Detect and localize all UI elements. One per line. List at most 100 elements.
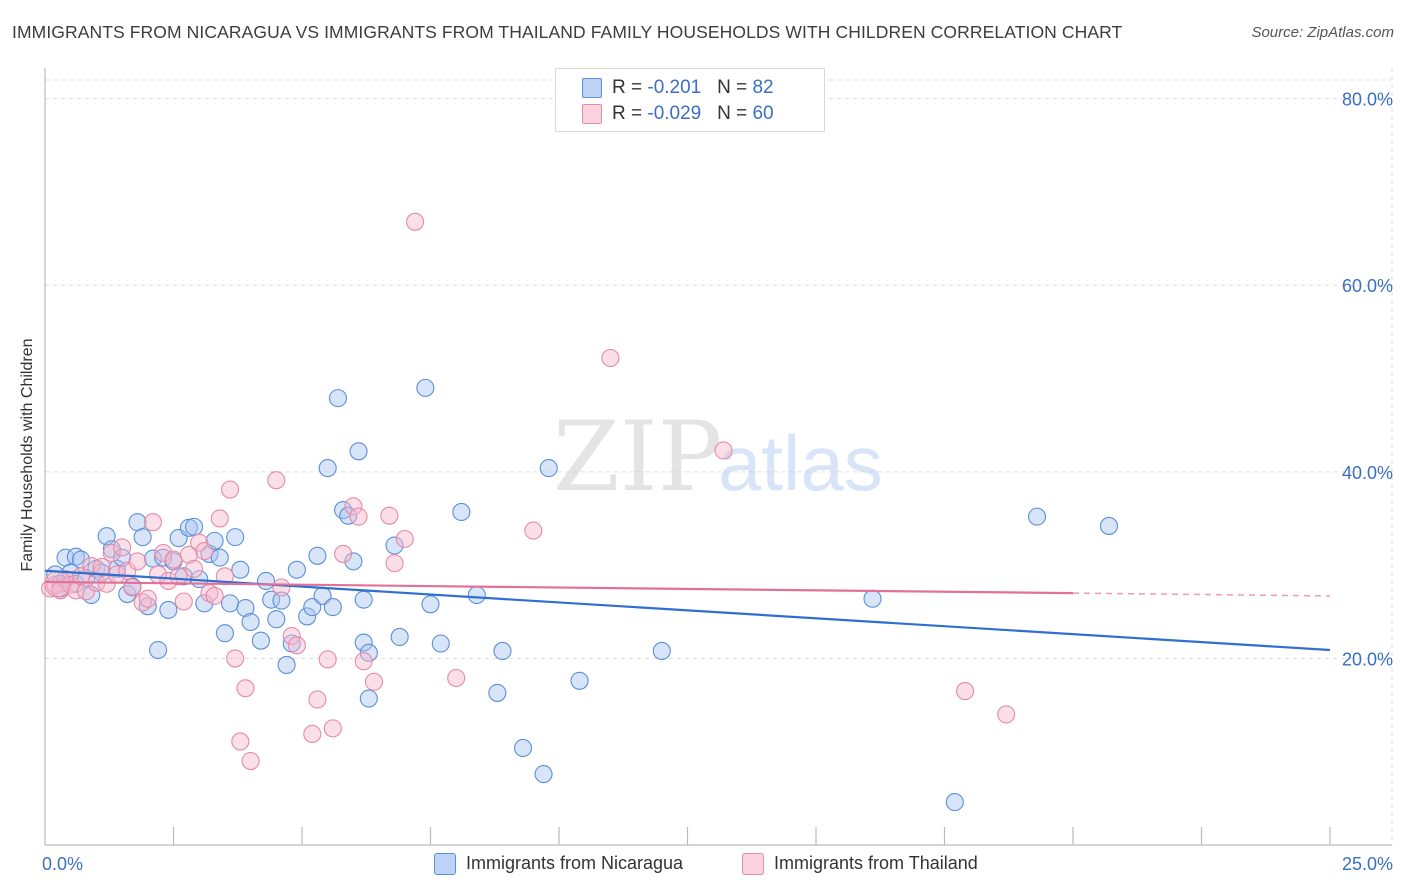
data-point-nicaragua bbox=[359, 689, 378, 708]
data-point-thailand bbox=[128, 552, 147, 571]
data-point-thailand bbox=[236, 679, 255, 698]
data-point-nicaragua bbox=[262, 590, 281, 609]
watermark: ZIP atlas bbox=[553, 401, 883, 513]
data-point-nicaragua bbox=[303, 598, 322, 617]
gridlines bbox=[45, 68, 1393, 845]
legend-swatch-pink bbox=[742, 853, 764, 875]
data-point-nicaragua bbox=[236, 598, 255, 618]
data-point-nicaragua bbox=[344, 552, 363, 571]
y-tick-label: 80.0% bbox=[1342, 90, 1393, 110]
x-tick-label: 25.0% bbox=[1342, 854, 1393, 874]
data-point-thailand bbox=[380, 506, 399, 525]
data-point-thailand bbox=[179, 545, 198, 564]
data-point-thailand bbox=[601, 348, 620, 368]
data-point-nicaragua bbox=[195, 594, 214, 613]
data-point-nicaragua bbox=[493, 641, 512, 661]
data-point-nicaragua bbox=[277, 655, 296, 674]
n-value: 60 bbox=[752, 103, 774, 124]
data-point-nicaragua bbox=[267, 610, 286, 629]
data-point-nicaragua bbox=[354, 633, 373, 652]
data-point-thailand bbox=[344, 497, 363, 516]
y-tick-label: 40.0% bbox=[1342, 463, 1393, 483]
data-point-nicaragua bbox=[416, 378, 435, 397]
data-point-nicaragua bbox=[251, 631, 270, 650]
data-point-thailand bbox=[308, 690, 327, 709]
data-point-nicaragua bbox=[652, 641, 671, 661]
data-point-nicaragua bbox=[945, 793, 964, 812]
data-point-nicaragua bbox=[534, 765, 553, 784]
data-point-nicaragua bbox=[328, 389, 348, 408]
r-label: R = bbox=[612, 103, 648, 124]
watermark-atlas: atlas bbox=[718, 419, 883, 507]
n-label: N = bbox=[717, 77, 753, 98]
legend-swatch-pink bbox=[582, 104, 602, 124]
data-point-thailand bbox=[524, 521, 543, 540]
data-point-thailand bbox=[354, 652, 373, 671]
data-point-nicaragua bbox=[421, 595, 440, 614]
data-point-thailand bbox=[303, 724, 322, 744]
data-point-thailand bbox=[323, 719, 342, 738]
data-point-thailand bbox=[195, 542, 214, 561]
data-point-thailand bbox=[113, 538, 132, 557]
data-point-nicaragua bbox=[159, 600, 178, 619]
data-point-nicaragua bbox=[349, 442, 368, 461]
data-point-thailand bbox=[272, 578, 291, 597]
data-point-thailand bbox=[364, 672, 384, 691]
watermark-zip: ZIP bbox=[553, 401, 722, 513]
r-value: -0.029 bbox=[647, 103, 702, 124]
y-tick-label: 20.0% bbox=[1342, 649, 1393, 669]
data-point-nicaragua bbox=[318, 459, 337, 478]
n-value: 82 bbox=[752, 77, 774, 98]
y-tick-label: 60.0% bbox=[1342, 276, 1393, 296]
data-point-thailand bbox=[92, 557, 111, 577]
data-point-thailand bbox=[334, 544, 353, 563]
data-point-thailand bbox=[956, 682, 975, 701]
data-point-nicaragua bbox=[334, 501, 353, 520]
data-point-thailand bbox=[169, 567, 188, 586]
data-point-thailand bbox=[385, 554, 404, 573]
data-point-nicaragua bbox=[287, 560, 306, 579]
data-point-nicaragua bbox=[241, 612, 260, 632]
data-point-nicaragua bbox=[1099, 516, 1119, 535]
data-point-nicaragua bbox=[215, 624, 234, 643]
data-point-thailand bbox=[143, 513, 162, 532]
data-point-thailand bbox=[318, 650, 337, 669]
data-point-nicaragua bbox=[256, 571, 276, 591]
n-label: N = bbox=[717, 103, 753, 124]
data-point-nicaragua bbox=[863, 589, 882, 608]
correlation-legend: R = -0.201 N = 82 R = -0.029 N = 60 bbox=[555, 68, 825, 132]
trend-line-thailand-extension bbox=[1072, 592, 1331, 597]
data-point-thailand bbox=[231, 732, 250, 751]
data-point-nicaragua bbox=[210, 548, 229, 567]
data-point-thailand bbox=[174, 592, 193, 611]
data-point-nicaragua bbox=[354, 590, 373, 609]
data-point-nicaragua bbox=[323, 598, 342, 617]
data-point-nicaragua bbox=[226, 528, 245, 547]
data-point-thailand bbox=[138, 589, 157, 608]
data-point-nicaragua bbox=[488, 683, 507, 702]
legend-swatch-blue bbox=[582, 78, 602, 98]
legend-swatch-blue bbox=[434, 853, 456, 875]
data-point-thailand bbox=[997, 705, 1016, 724]
data-point-nicaragua bbox=[66, 547, 85, 566]
data-point-thailand bbox=[714, 441, 733, 460]
series-thailand-points bbox=[41, 212, 1016, 771]
data-point-nicaragua bbox=[339, 506, 358, 525]
data-point-nicaragua bbox=[308, 546, 327, 565]
tick-labels: 20.0% 40.0% 60.0% 80.0% 0.0% 25.0% bbox=[42, 90, 1393, 874]
legend-label: Immigrants from Thailand bbox=[774, 853, 978, 873]
source-label: Source: ZipAtlas.com bbox=[1251, 24, 1394, 41]
data-point-thailand bbox=[267, 471, 286, 490]
data-point-nicaragua bbox=[452, 502, 471, 521]
data-point-nicaragua bbox=[298, 607, 317, 626]
data-point-nicaragua bbox=[513, 738, 533, 758]
data-point-nicaragua bbox=[179, 518, 198, 537]
data-point-nicaragua bbox=[272, 591, 291, 610]
data-point-thailand bbox=[287, 636, 306, 655]
data-point-nicaragua bbox=[390, 627, 409, 647]
r-value: -0.201 bbox=[647, 77, 702, 98]
data-point-thailand bbox=[406, 212, 425, 231]
data-point-thailand bbox=[210, 509, 229, 528]
data-point-thailand bbox=[349, 507, 368, 526]
